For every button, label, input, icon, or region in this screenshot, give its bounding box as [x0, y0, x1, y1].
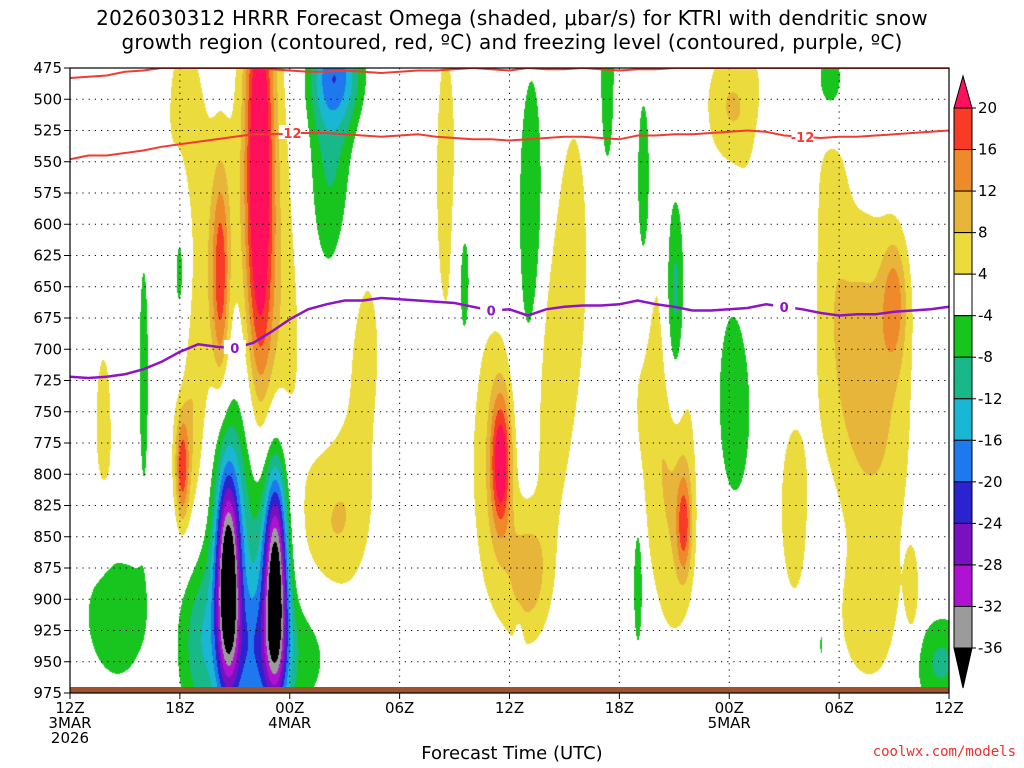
x-tick-label-42-0: 06Z — [824, 699, 853, 717]
x-tick-label-12-1: 4MAR — [268, 714, 311, 732]
dgz-label-2: -12 — [791, 131, 815, 146]
y-tick-label-925: 925 — [33, 622, 62, 640]
x-tick-label-48-0: 12Z — [934, 699, 963, 717]
x-axis-label: Forecast Time (UTC) — [421, 743, 603, 764]
colorbar-box-2 — [953, 190, 973, 234]
colorbar-label-12: -32 — [978, 597, 1003, 615]
y-tick-label-675: 675 — [33, 309, 62, 327]
colorbar-box-5 — [953, 315, 973, 358]
colorbar-box-6 — [953, 356, 973, 400]
colorbar-label-13: -36 — [978, 639, 1003, 657]
colorbar-box-1 — [953, 149, 973, 192]
x-tick-label-24-0: 12Z — [495, 699, 524, 717]
colorbar-box-0 — [953, 107, 973, 151]
y-tick-label-825: 825 — [33, 497, 62, 515]
y-tick-label-950: 950 — [33, 653, 62, 671]
colorbar-box-9 — [953, 481, 973, 524]
colorbar-label-3: 8 — [978, 224, 988, 242]
colorbar-legend: 20 16 12 8 4 -4 -8 -12 -16 -20 -24 -28 -32 -36 — [953, 74, 1003, 689]
x-tick-label-0-2: 2026 — [51, 729, 89, 747]
chart-title-line-1: 2026030312 HRRR Forecast Omega (shaded, … — [96, 6, 928, 30]
ground-strip — [70, 687, 949, 693]
y-tick-label-725: 725 — [33, 372, 62, 390]
y-tick-label-875: 875 — [33, 559, 62, 577]
y-tick-label-750: 750 — [33, 403, 62, 421]
y-axis-pressure: 475 500 525 550 575 600 625 650 675 700 725 750 775 8… — [33, 59, 70, 702]
y-tick-label-900: 900 — [33, 590, 62, 608]
x-tick-label-0-1: 3MAR — [48, 714, 91, 732]
freezing-label-2-bg — [480, 302, 503, 317]
dgz-label-1: -12 — [278, 127, 302, 142]
colorbar-box-8 — [953, 439, 973, 483]
dgz-contour-1 — [70, 68, 949, 79]
freezing-label-1-bg — [223, 340, 246, 354]
y-tick-label-800: 800 — [33, 465, 62, 483]
y-tick-label-700: 700 — [33, 340, 62, 358]
chart-title-line-2: growth region (contoured, red, ºC) and f… — [121, 30, 903, 54]
credit-text: coolwx.com/models — [872, 744, 1016, 760]
y-tick-label-525: 525 — [33, 122, 62, 140]
x-tick-label-30-0: 18Z — [605, 699, 634, 717]
colorbar-label-1: 16 — [978, 141, 997, 159]
colorbar-box-10 — [953, 522, 973, 566]
colorbar-bottom-triangle — [953, 647, 973, 689]
x-tick-label-36-0: 00Z — [715, 699, 744, 717]
colorbar-label-7: -12 — [978, 390, 1003, 408]
freezing-label-3-bg — [773, 298, 796, 313]
colorbar-label-11: -28 — [978, 556, 1003, 574]
colorbar-label-8: -16 — [978, 431, 1003, 449]
dgz-label-2-bg — [791, 128, 814, 143]
y-tick-label-575: 575 — [33, 184, 62, 202]
x-tick-label-18-0: 06Z — [385, 699, 414, 717]
colorbar-label-0: 20 — [978, 99, 997, 117]
y-tick-label-550: 550 — [33, 153, 62, 171]
contour-labels: -12 -12 0 0 0 — [223, 125, 815, 357]
y-tick-label-500: 500 — [33, 90, 62, 108]
freezing-label-3: 0 — [780, 301, 789, 316]
colorbar-box-11 — [953, 564, 973, 607]
x-tick-label-36-1: 5MAR — [708, 714, 751, 732]
colorbar-box-12 — [953, 605, 973, 649]
colorbar-label-6: -8 — [978, 348, 993, 366]
y-tick-label-625: 625 — [33, 247, 62, 265]
colorbar-label-10: -24 — [978, 514, 1003, 532]
dgz-label-1-bg — [278, 125, 301, 139]
y-tick-label-975: 975 — [33, 684, 62, 702]
y-tick-label-475: 475 — [33, 59, 62, 77]
freezing-level-contour — [70, 296, 949, 380]
y-tick-label-650: 650 — [33, 278, 62, 296]
freezing-label-2: 0 — [487, 305, 496, 320]
colorbar-box-3 — [953, 232, 973, 275]
x-tick-label-0-0: 12Z — [55, 699, 84, 717]
y-tick-label-775: 775 — [33, 434, 62, 452]
y-tick-label-600: 600 — [33, 215, 62, 233]
colorbar-box-4 — [953, 273, 973, 317]
colorbar-label-4: 4 — [978, 265, 988, 283]
x-tick-label-12-0: 00Z — [275, 699, 304, 717]
freezing-label-1: 0 — [230, 342, 239, 357]
colorbar-label-2: 12 — [978, 182, 997, 200]
x-tick-label-6-0: 18Z — [165, 699, 194, 717]
colorbar-box-7 — [953, 398, 973, 441]
chart-title: 2026030312 HRRR Forecast Omega (shaded, … — [0, 6, 1024, 54]
colorbar-label-5: -4 — [978, 307, 993, 325]
colorbar-label-9: -20 — [978, 473, 1003, 491]
y-tick-label-850: 850 — [33, 528, 62, 546]
ground-surface-strip — [70, 687, 949, 693]
colorbar-top-triangle — [953, 74, 973, 109]
